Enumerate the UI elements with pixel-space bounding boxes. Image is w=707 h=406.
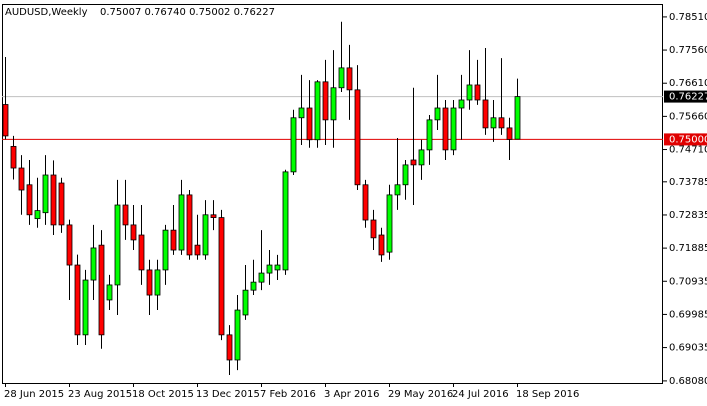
y-tick-label: 0.76610 [669,78,707,89]
candle-body [122,204,129,226]
candle-body [434,107,441,121]
candle-body [18,167,25,191]
candle-body [314,81,321,141]
candle-body [226,334,233,361]
candle-body [386,194,393,253]
candle-body [98,244,105,336]
candle-body [402,164,409,186]
candle-body [10,145,17,169]
bid-label: 0.76227 [669,92,707,103]
candle-body [498,117,505,129]
candle-body [82,279,89,336]
candle-body [282,171,289,271]
candle-body [178,194,185,251]
candle-body [306,107,313,141]
x-tick-label: 29 May 2016 [388,389,453,400]
candle-body [130,224,137,241]
candle-body [442,107,449,151]
candle-body [410,159,417,166]
candle-body [338,67,345,89]
candle-body [114,204,121,286]
candle-body [242,289,249,316]
candle-body [426,119,433,151]
y-tick-label: 0.71885 [669,243,707,254]
candle-body [490,117,497,129]
candle-body [274,264,281,271]
y-tick-label: 0.70935 [669,276,707,287]
y-tick-label: 0.75660 [669,111,707,122]
candle-body [458,99,465,109]
candle-body [394,184,401,196]
candle-body [330,87,337,121]
candle-body [170,229,177,251]
x-tick-label: 7 Feb 2016 [260,389,316,400]
x-tick-label: 13 Dec 2015 [196,389,260,400]
level-box [664,133,707,146]
chart-subtitle: 0.75007 0.76740 0.75002 0.76227 [100,7,275,18]
x-tick-label: 3 Apr 2016 [324,389,379,400]
y-tick-label: 0.69035 [669,343,707,354]
bid-box [664,90,707,103]
x-tick-label: 28 Jun 2015 [4,389,64,400]
candle-body [194,244,201,256]
y-tick-label: 0.77560 [669,45,707,56]
candle-body [346,67,353,91]
candle-body [202,214,209,256]
candle-body [186,194,193,256]
candle-body [506,127,513,140]
candle-body [258,272,265,283]
candle-body [34,210,41,220]
plot-frame [2,4,663,384]
candle-body [482,99,489,129]
candle-body [354,89,361,186]
candle-body [250,281,257,291]
candle-body [50,174,57,226]
x-tick-label: 18 Oct 2015 [132,389,194,400]
candle-body [466,84,473,101]
candle-body [154,269,161,296]
candle-body [146,269,153,296]
candle-body [290,117,297,173]
candle-body [210,214,217,218]
candle-body [90,247,97,281]
y-tick-label: 0.69985 [669,309,707,320]
candle-body [514,96,521,140]
candle-body [362,184,369,221]
candle-body [370,219,377,239]
y-tick-label: 0.68080 [669,376,707,387]
candle-body [106,284,113,301]
candle-body [322,81,329,121]
candle-body [474,84,481,101]
candle-body [234,309,241,361]
level-label: 0.75000 [669,134,707,145]
candle-body [450,107,457,151]
x-tick-label: 24 Jul 2016 [452,389,509,400]
y-tick-label: 0.72835 [669,210,707,221]
candle-body [298,107,305,119]
candle-body [42,174,49,214]
candle-body [66,224,73,266]
y-tick-label: 0.74710 [669,145,707,156]
candle-body [162,229,169,271]
x-tick-label: 18 Sep 2016 [516,389,579,400]
candle-body [378,234,385,256]
y-tick-label: 0.78510 [669,12,707,23]
candle-body [418,149,425,166]
candle-body [58,182,65,226]
candle-body [218,217,225,336]
x-tick-label: 23 Aug 2015 [68,389,132,400]
candle-body [266,264,273,274]
candle-body [26,184,33,216]
candle-body [138,234,145,271]
y-tick-label: 0.73785 [669,177,707,188]
chart-title: AUDUSD,Weekly [5,7,88,18]
candle-body [74,264,81,336]
candle-body [2,104,9,137]
